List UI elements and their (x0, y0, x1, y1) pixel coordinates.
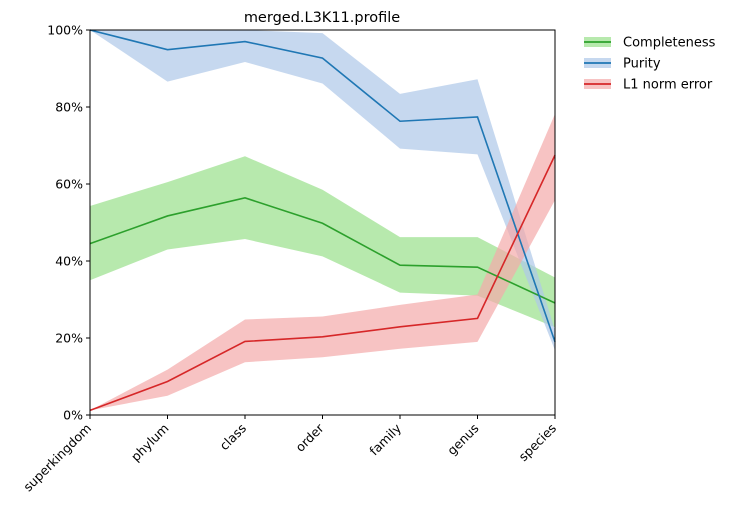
y-tick-label: 20% (55, 331, 83, 346)
x-tick-label: order (292, 420, 327, 455)
band-completeness (90, 156, 555, 328)
y-tick-label: 60% (55, 177, 83, 192)
chart-title: merged.L3K11.profile (244, 10, 400, 26)
legend-entry: Purity (584, 57, 661, 72)
legend-entry: L1 norm error (584, 78, 713, 93)
x-tick-label: superkingdom (20, 421, 94, 495)
y-tick-label: 100% (47, 23, 83, 38)
band-l1-norm-error (90, 113, 555, 411)
x-tick-label: class (217, 421, 250, 454)
line-purity (89, 29, 556, 343)
legend-label: L1 norm error (623, 78, 713, 93)
band-purity (90, 30, 555, 351)
line-l1-norm-error (89, 154, 556, 412)
confidence-bands (90, 30, 555, 411)
x-tick-label: phylum (128, 421, 172, 465)
legend-label: Purity (623, 57, 661, 72)
legend: Completeness Purity L1 norm error (584, 36, 716, 93)
x-tick-label: family (366, 420, 404, 458)
legend-entry: Completeness (584, 36, 716, 51)
x-tick-label: species (516, 421, 560, 465)
y-tick-label: 40% (55, 254, 83, 269)
line-completeness (89, 197, 556, 304)
y-tick-label: 0% (63, 408, 83, 423)
series-lines (89, 29, 556, 412)
legend-label: Completeness (623, 36, 716, 51)
x-tick-label: genus (444, 421, 481, 458)
y-tick-label: 80% (55, 100, 83, 115)
